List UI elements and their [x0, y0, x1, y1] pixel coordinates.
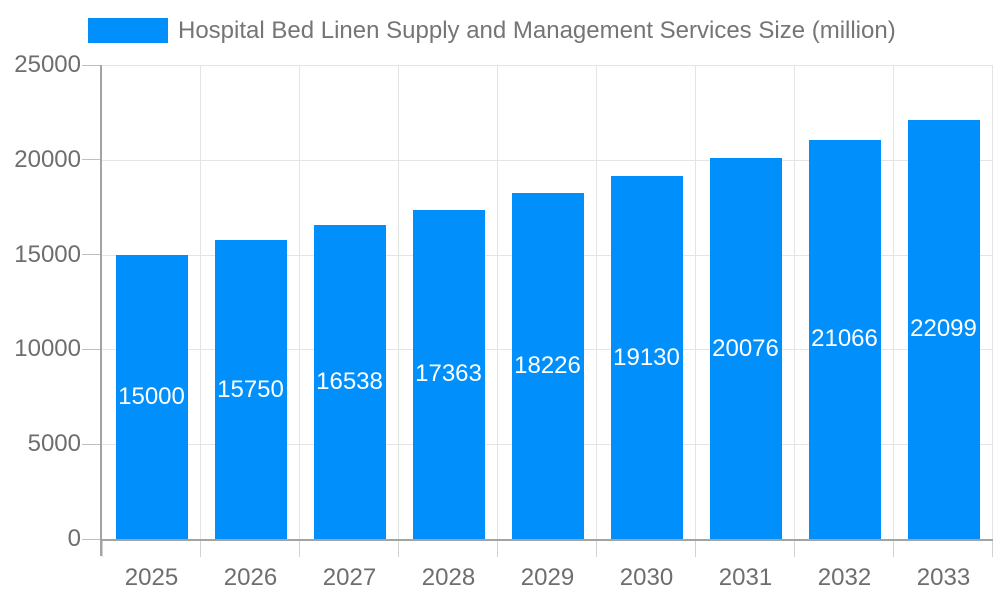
y-axis-label: 15000 [14, 240, 81, 268]
bar-value-label: 21066 [811, 325, 878, 353]
bar-value-label: 15000 [118, 382, 185, 410]
y-axis-label: 0 [67, 525, 81, 552]
v-gridline [497, 65, 498, 539]
bar[interactable]: 15750 [214, 240, 287, 539]
plot-area: 15000 15750 16538 17363 18226 19130 20076 21066… [82, 64, 993, 557]
x-axis-tick [794, 541, 795, 557]
y-axis-tick [82, 64, 100, 66]
x-axis-tick [299, 541, 300, 557]
x-axis-tick [893, 541, 894, 557]
y-axis-label: 10000 [14, 335, 81, 363]
bar[interactable]: 17363 [412, 209, 485, 539]
x-axis-label: 2025 [124, 564, 179, 591]
bar[interactable]: 22099 [907, 120, 980, 539]
bar-value-label: 15750 [217, 375, 284, 403]
v-gridline [200, 65, 201, 539]
bar[interactable]: 15000 [115, 254, 188, 539]
y-axis-label: 25000 [14, 51, 81, 78]
h-gridline [102, 159, 993, 161]
v-gridline [992, 65, 993, 539]
x-axis-tick [200, 541, 201, 557]
x-axis-label: 2033 [916, 564, 971, 591]
y-axis-tick [82, 254, 100, 256]
x-axis-label: 2032 [817, 564, 872, 591]
bar[interactable]: 16538 [313, 225, 386, 539]
bar-value-label: 19130 [613, 343, 680, 371]
bar[interactable]: 20076 [709, 158, 782, 539]
v-gridline [398, 65, 399, 539]
chart-title: Hospital Bed Linen Supply and Management… [178, 17, 896, 44]
v-gridline [695, 65, 696, 539]
x-axis-label: 2030 [619, 564, 674, 591]
x-axis-tick [102, 541, 103, 557]
x-axis-tick [497, 541, 498, 557]
x-axis-tick [695, 541, 696, 557]
y-axis-tick [82, 443, 100, 445]
y-axis-label: 20000 [14, 145, 81, 173]
x-axis-label: 2026 [223, 564, 278, 591]
bar-value-label: 22099 [910, 315, 977, 343]
x-axis-tick [992, 541, 993, 557]
x-axis-label: 2028 [421, 564, 476, 591]
legend-swatch [88, 18, 168, 43]
y-axis-tick [82, 348, 100, 350]
bar[interactable]: 21066 [808, 139, 881, 539]
bar[interactable]: 18226 [511, 193, 584, 539]
legend-item[interactable]: Hospital Bed Linen Supply and Management… [88, 17, 896, 44]
bar-value-label: 16538 [316, 368, 383, 396]
x-axis-label: 2031 [718, 564, 773, 591]
bar-value-label: 20076 [712, 334, 779, 362]
y-axis-label: 5000 [27, 430, 81, 458]
bar[interactable]: 19130 [610, 176, 683, 539]
y-axis-tick [82, 159, 100, 161]
v-gridline [794, 65, 795, 539]
v-gridline [299, 65, 300, 539]
h-gridline [102, 65, 993, 66]
bar-value-label: 18226 [514, 352, 581, 380]
x-axis-tick [596, 541, 597, 557]
v-gridline [596, 65, 597, 539]
x-axis-label: 2027 [322, 564, 377, 591]
v-gridline [893, 65, 894, 539]
x-axis-label: 2029 [520, 564, 575, 591]
x-axis-tick [398, 541, 399, 557]
y-axis-extension [100, 539, 102, 556]
y-axis-tick [82, 538, 100, 540]
bar-value-label: 17363 [415, 360, 482, 388]
